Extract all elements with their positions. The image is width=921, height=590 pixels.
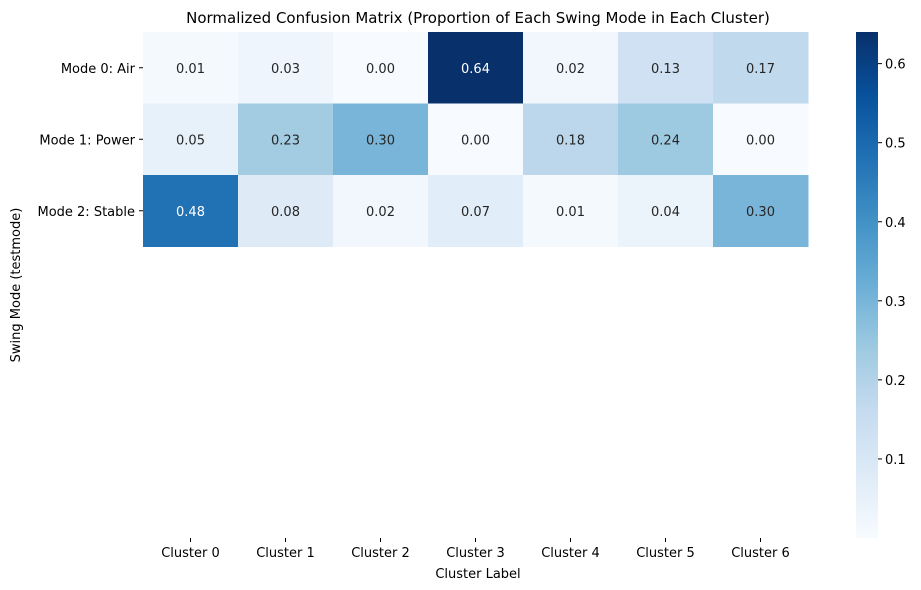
colorbar-tick-label: 0.2: [885, 374, 906, 389]
heatmap-cell: [523, 103, 619, 176]
cell-value-label: 0.07: [461, 205, 490, 220]
heatmap-cell: [618, 103, 714, 176]
colorbar-tick-label: 0.4: [885, 216, 906, 231]
cell-value-label: 0.24: [651, 133, 680, 148]
heatmap-cell: [523, 175, 619, 247]
x-axis-label: Cluster Label: [435, 567, 520, 582]
cell-value-label: 0.30: [746, 205, 775, 220]
cell-value-label: 0.64: [461, 62, 490, 77]
heatmap-cell-labels: 0.01 0.03 0.00 0.64 0.02 0.13 0.17 0.05 0.23 0.30…: [176, 62, 775, 220]
y-tick-label: Mode 2: Stable: [37, 205, 135, 220]
heatmap-cell: [713, 32, 809, 104]
cell-value-label: 0.30: [366, 133, 395, 148]
cell-value-label: 0.01: [556, 205, 585, 220]
cell-value-label: 0.02: [366, 205, 395, 220]
y-axis: Mode 0: Air Mode 1: Power Mode 2: Stable: [37, 62, 143, 220]
colorbar-tick-label: 0.6: [885, 58, 906, 73]
colorbar-tick-label: 0.3: [885, 295, 906, 310]
y-tick-label: Mode 0: Air: [61, 62, 136, 77]
cell-value-label: 0.04: [651, 205, 680, 220]
cell-value-label: 0.00: [461, 133, 490, 148]
x-tick-label: Cluster 1: [256, 546, 315, 561]
heatmap-cell: [428, 175, 524, 247]
x-tick-label: Cluster 2: [351, 546, 410, 561]
heatmap-cell: [333, 103, 429, 176]
heatmap-cells: [143, 32, 809, 247]
heatmap-cell: [333, 32, 429, 104]
cell-value-label: 0.48: [176, 205, 205, 220]
colorbar: 0.1 0.2 0.3 0.4 0.5 0.6: [856, 32, 906, 538]
cell-value-label: 0.23: [271, 133, 300, 148]
cell-value-label: 0.00: [366, 62, 395, 77]
cell-value-label: 0.05: [176, 133, 205, 148]
heatmap-cell: [713, 103, 809, 176]
heatmap-cell: [143, 103, 239, 176]
x-tick-label: Cluster 0: [161, 546, 220, 561]
chart-title: Normalized Confusion Matrix (Proportion …: [186, 9, 770, 27]
heatmap-cell: [238, 175, 334, 247]
colorbar-gradient: [856, 32, 878, 538]
x-tick-label: Cluster 6: [731, 546, 790, 561]
cell-value-label: 0.08: [271, 205, 300, 220]
x-axis: Cluster 0 Cluster 1 Cluster 2 Cluster 3 Clus…: [161, 538, 790, 561]
y-axis-label: Swing Mode (testmode): [9, 208, 24, 363]
cell-value-label: 0.18: [556, 133, 585, 148]
x-tick-label: Cluster 4: [541, 546, 600, 561]
colorbar-tick-label: 0.5: [885, 137, 906, 152]
heatmap-cell: [143, 175, 239, 247]
heatmap-cell: [428, 32, 524, 104]
cell-value-label: 0.02: [556, 62, 585, 77]
heatmap-cell: [238, 103, 334, 176]
y-tick-label: Mode 1: Power: [39, 133, 135, 148]
cell-value-label: 0.00: [746, 133, 775, 148]
heatmap-cell: [238, 32, 334, 104]
colorbar-tick-label: 0.1: [885, 453, 906, 468]
heatmap-cell: [428, 103, 524, 176]
heatmap-cell: [333, 175, 429, 247]
heatmap-cell: [618, 175, 714, 247]
cell-value-label: 0.03: [271, 62, 300, 77]
cell-value-label: 0.01: [176, 62, 205, 77]
heatmap-cell: [618, 32, 714, 104]
x-tick-label: Cluster 5: [636, 546, 695, 561]
colorbar-ticks: 0.1 0.2 0.3 0.4 0.5 0.6: [878, 58, 906, 468]
heatmap-cell: [523, 32, 619, 104]
heatmap-cell: [143, 32, 239, 104]
cell-value-label: 0.17: [746, 62, 775, 77]
x-tick-label: Cluster 3: [446, 546, 505, 561]
cell-value-label: 0.13: [651, 62, 680, 77]
heatmap-cell: [713, 175, 809, 247]
